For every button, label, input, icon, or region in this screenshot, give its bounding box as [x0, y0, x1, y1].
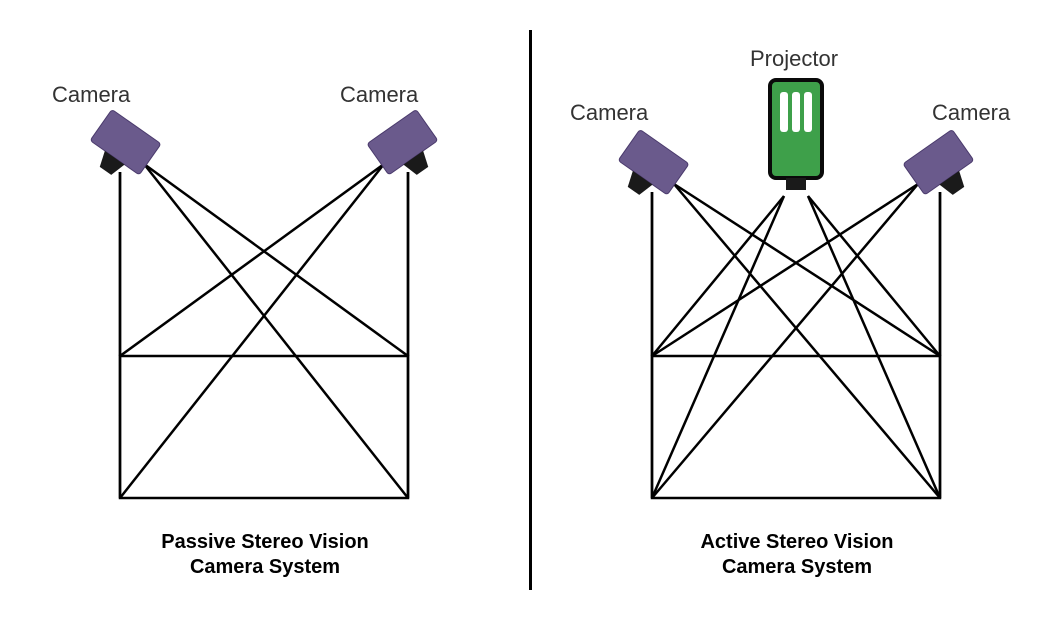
camera-left-icon	[608, 128, 698, 208]
passive-fov-lines	[0, 0, 529, 560]
active-caption: Active Stereo Vision Camera System	[647, 530, 947, 580]
passive-caption: Passive Stereo Vision Camera System	[115, 530, 415, 580]
camera-right-icon	[894, 128, 984, 208]
camera-right-icon	[358, 108, 448, 188]
caption-line2: Camera System	[722, 556, 872, 578]
projector-icon	[756, 76, 836, 206]
camera-left-icon	[80, 108, 170, 188]
caption-line1: Passive Stereo Vision	[161, 531, 369, 553]
caption-line1: Active Stereo Vision	[700, 531, 893, 553]
diagram-container: Camera Camera	[0, 0, 1061, 625]
caption-line2: Camera System	[190, 556, 340, 578]
